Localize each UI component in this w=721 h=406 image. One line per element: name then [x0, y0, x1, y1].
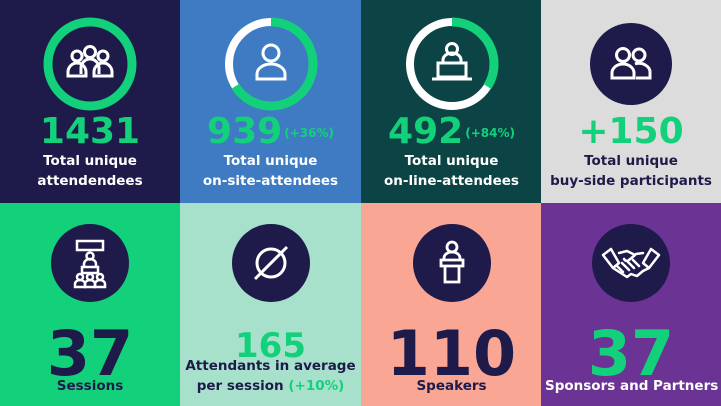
tile-total-attendees: 1431 Total unique attendendees [0, 0, 180, 203]
online-growth-badge: (+84%) [465, 126, 515, 140]
avg-attendants-label: Attendants in average per session (+10%) [185, 358, 356, 394]
online-attendees-label: Total unique on-line-attendees [384, 153, 519, 189]
buyside-participants-label: Total unique buy-side participants [550, 153, 712, 189]
onsite-growth-badge: (+36%) [284, 126, 334, 140]
buyside-participants-value: +150 [578, 111, 684, 152]
online-attendees-value: 492 (+84%) [388, 111, 515, 152]
onsite-attendees-value: 939 (+36%) [207, 111, 334, 152]
tile-speakers: 110 Speakers [361, 203, 542, 406]
tile-sponsors: 37 Sponsors and Partners [541, 203, 721, 406]
onsite-attendees-label: Total unique on-site-attendees [202, 153, 339, 189]
sponsors-label: Sponsors and Partners [545, 378, 719, 394]
total-attendees-value: 1431 [39, 111, 141, 152]
presentation-icon [50, 223, 130, 303]
avg-attendants-value: 165 [235, 326, 306, 366]
sessions-value: 37 [46, 317, 134, 390]
sponsors-value: 37 [587, 317, 675, 390]
sessions-label: Sessions [56, 378, 124, 394]
podium-speaker-icon [412, 223, 492, 303]
laptop-user-icon [404, 16, 500, 112]
speakers-label: Speakers [416, 378, 487, 394]
total-attendees-label: Total unique attendendees [37, 153, 143, 189]
tile-avg-attendants: 165 Attendants in average per session (+… [180, 203, 361, 406]
speakers-value: 110 [386, 317, 517, 390]
group-icon [42, 16, 138, 112]
person-icon [223, 16, 319, 112]
tile-buyside-participants: +150 Total unique buy-side participants [541, 0, 721, 203]
empty-set-icon [231, 223, 311, 303]
two-people-icon [583, 16, 679, 112]
handshake-icon [591, 223, 671, 303]
tile-online-attendees: 492 (+84%) Total unique on-line-attendees [361, 0, 542, 203]
tile-sessions: 37 Sessions [0, 203, 180, 406]
tile-onsite-attendees: 939 (+36%) Total unique on-site-attendees [180, 0, 361, 203]
avg-attendants-growth-badge: (+10%) [288, 378, 345, 394]
